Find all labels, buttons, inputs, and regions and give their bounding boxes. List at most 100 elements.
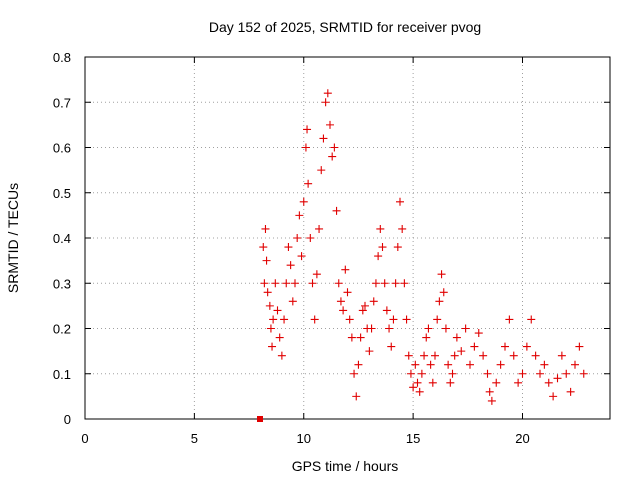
data-point	[387, 342, 396, 351]
data-point	[514, 378, 523, 387]
y-tick-label: 0	[64, 412, 71, 427]
data-point	[334, 279, 343, 288]
data-point	[431, 351, 439, 360]
x-tick-label: 15	[406, 431, 420, 446]
data-point	[297, 252, 306, 261]
data-point	[303, 125, 312, 134]
y-tick-label: 0.6	[53, 141, 71, 156]
data-point	[566, 387, 575, 396]
data-point	[260, 279, 269, 288]
data-point	[282, 279, 291, 288]
data-point	[367, 324, 376, 333]
data-point	[378, 243, 387, 252]
data-point	[323, 89, 332, 98]
data-point	[402, 315, 411, 324]
data-point	[452, 333, 461, 342]
data-point	[420, 351, 429, 360]
data-point	[295, 211, 304, 220]
data-point	[518, 369, 527, 378]
data-point	[277, 351, 286, 360]
x-tick-label: 0	[81, 431, 88, 446]
points-layer	[257, 89, 588, 422]
data-point	[446, 378, 455, 387]
data-point	[557, 351, 566, 360]
x-tick-label: 20	[515, 431, 529, 446]
data-point	[483, 369, 492, 378]
data-point	[426, 360, 435, 369]
data-point	[262, 256, 271, 265]
data-point	[275, 333, 284, 342]
data-point	[352, 392, 361, 401]
data-point	[487, 396, 496, 405]
x-tick-label: 10	[297, 431, 311, 446]
data-point	[288, 297, 297, 306]
data-point	[448, 369, 457, 378]
data-point	[273, 306, 282, 315]
data-point	[308, 279, 317, 288]
data-point	[509, 351, 518, 360]
data-point	[266, 324, 275, 333]
data-point	[365, 347, 374, 356]
data-point	[439, 288, 448, 297]
data-point	[345, 315, 354, 324]
data-point	[261, 224, 270, 233]
y-tick-label: 0.5	[53, 186, 71, 201]
data-point	[409, 383, 418, 392]
data-point	[347, 333, 356, 342]
data-point	[343, 288, 352, 297]
data-point	[263, 288, 272, 297]
y-tick-label: 0.3	[53, 276, 71, 291]
data-point	[301, 143, 310, 152]
data-point	[391, 279, 400, 288]
data-point	[259, 243, 268, 252]
data-point	[326, 120, 334, 129]
data-point	[356, 333, 365, 342]
data-point	[417, 369, 426, 378]
data-point	[441, 324, 450, 333]
data-point	[286, 261, 295, 270]
data-point	[492, 378, 501, 387]
data-point	[479, 351, 488, 360]
chart-title: Day 152 of 2025, SRMTID for receiver pvo…	[209, 19, 481, 35]
data-point	[361, 301, 369, 310]
data-point	[544, 378, 553, 387]
y-tick-label: 0.4	[53, 231, 71, 246]
data-point	[466, 360, 474, 369]
y-tick-label: 0.2	[53, 322, 71, 337]
data-point	[354, 360, 363, 369]
data-point	[435, 297, 444, 306]
data-point	[380, 279, 389, 288]
data-point	[293, 234, 302, 242]
data-point	[299, 197, 308, 206]
data-point	[424, 324, 433, 333]
data-point	[470, 342, 479, 351]
data-point	[369, 297, 378, 306]
y-tick-label: 0.7	[53, 95, 71, 110]
data-point	[553, 374, 562, 383]
data-point	[315, 224, 324, 233]
data-point	[461, 324, 470, 333]
data-point	[527, 315, 536, 324]
data-point	[415, 387, 424, 396]
x-axis-label: GPS time / hours	[292, 458, 399, 474]
data-point	[312, 270, 321, 279]
data-point	[444, 360, 453, 369]
data-point	[317, 166, 326, 175]
y-tick-label: 0.1	[53, 367, 71, 382]
data-point	[422, 333, 431, 342]
data-point	[284, 243, 293, 252]
grid-layer	[85, 57, 610, 419]
data-point	[404, 351, 413, 360]
data-point	[400, 279, 409, 288]
data-point	[265, 301, 274, 310]
data-point	[433, 315, 442, 324]
data-point	[371, 279, 380, 288]
data-point	[280, 315, 289, 324]
data-point	[389, 315, 398, 324]
data-point	[579, 369, 588, 378]
data-point	[474, 329, 483, 338]
data-point	[332, 206, 341, 215]
data-point	[437, 270, 446, 279]
data-point	[501, 342, 509, 351]
